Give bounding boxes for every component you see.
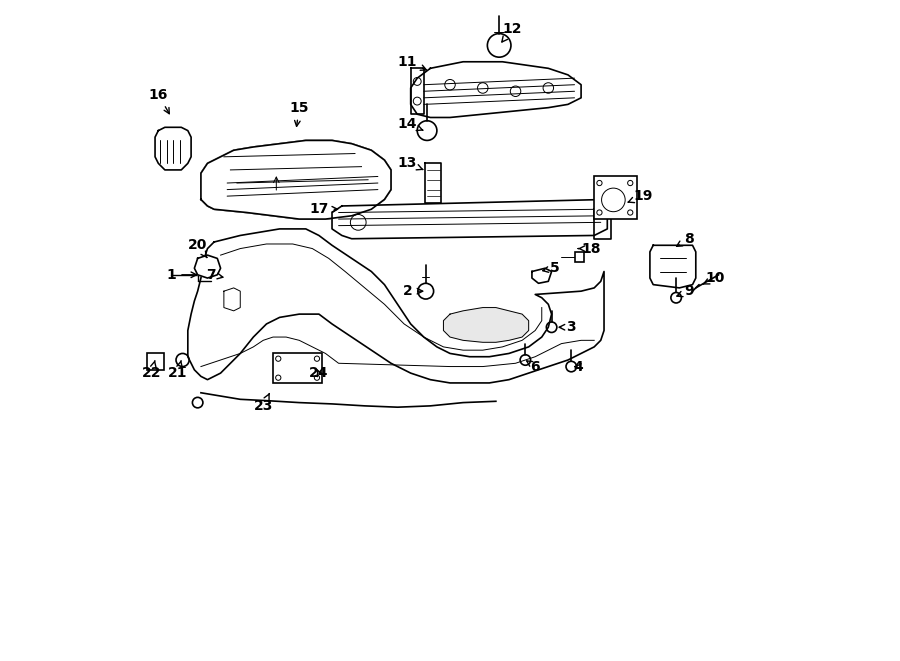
Polygon shape xyxy=(532,268,552,284)
Polygon shape xyxy=(224,288,240,311)
Polygon shape xyxy=(201,140,391,219)
Text: 7: 7 xyxy=(206,268,223,282)
Polygon shape xyxy=(155,128,191,170)
Text: 11: 11 xyxy=(398,55,427,70)
Polygon shape xyxy=(188,229,604,383)
Text: 22: 22 xyxy=(142,360,161,380)
Text: 23: 23 xyxy=(254,393,273,413)
Text: 18: 18 xyxy=(579,241,600,256)
Polygon shape xyxy=(194,255,220,278)
Polygon shape xyxy=(444,307,528,342)
Text: 13: 13 xyxy=(398,157,423,171)
Text: 21: 21 xyxy=(168,360,188,380)
Polygon shape xyxy=(410,61,581,118)
Text: 12: 12 xyxy=(502,22,522,42)
Text: 24: 24 xyxy=(310,366,328,380)
Text: 3: 3 xyxy=(559,320,576,334)
Text: 1: 1 xyxy=(166,268,196,282)
Circle shape xyxy=(670,292,681,303)
Polygon shape xyxy=(650,245,696,288)
Polygon shape xyxy=(332,200,608,239)
Polygon shape xyxy=(425,163,442,203)
Text: 6: 6 xyxy=(526,360,540,373)
Text: 19: 19 xyxy=(628,189,653,203)
Text: 16: 16 xyxy=(148,87,169,114)
Text: 17: 17 xyxy=(310,202,338,216)
Text: 5: 5 xyxy=(543,261,560,275)
Text: 8: 8 xyxy=(677,232,694,247)
Text: 15: 15 xyxy=(290,100,309,126)
FancyBboxPatch shape xyxy=(594,176,637,219)
Text: 2: 2 xyxy=(402,284,423,298)
Bar xyxy=(574,252,584,262)
Text: 4: 4 xyxy=(573,360,582,373)
Text: 9: 9 xyxy=(677,284,694,298)
Text: 10: 10 xyxy=(703,271,725,285)
Text: 20: 20 xyxy=(188,239,207,258)
FancyBboxPatch shape xyxy=(273,354,322,383)
Text: 14: 14 xyxy=(398,117,423,131)
Bar xyxy=(148,354,164,369)
